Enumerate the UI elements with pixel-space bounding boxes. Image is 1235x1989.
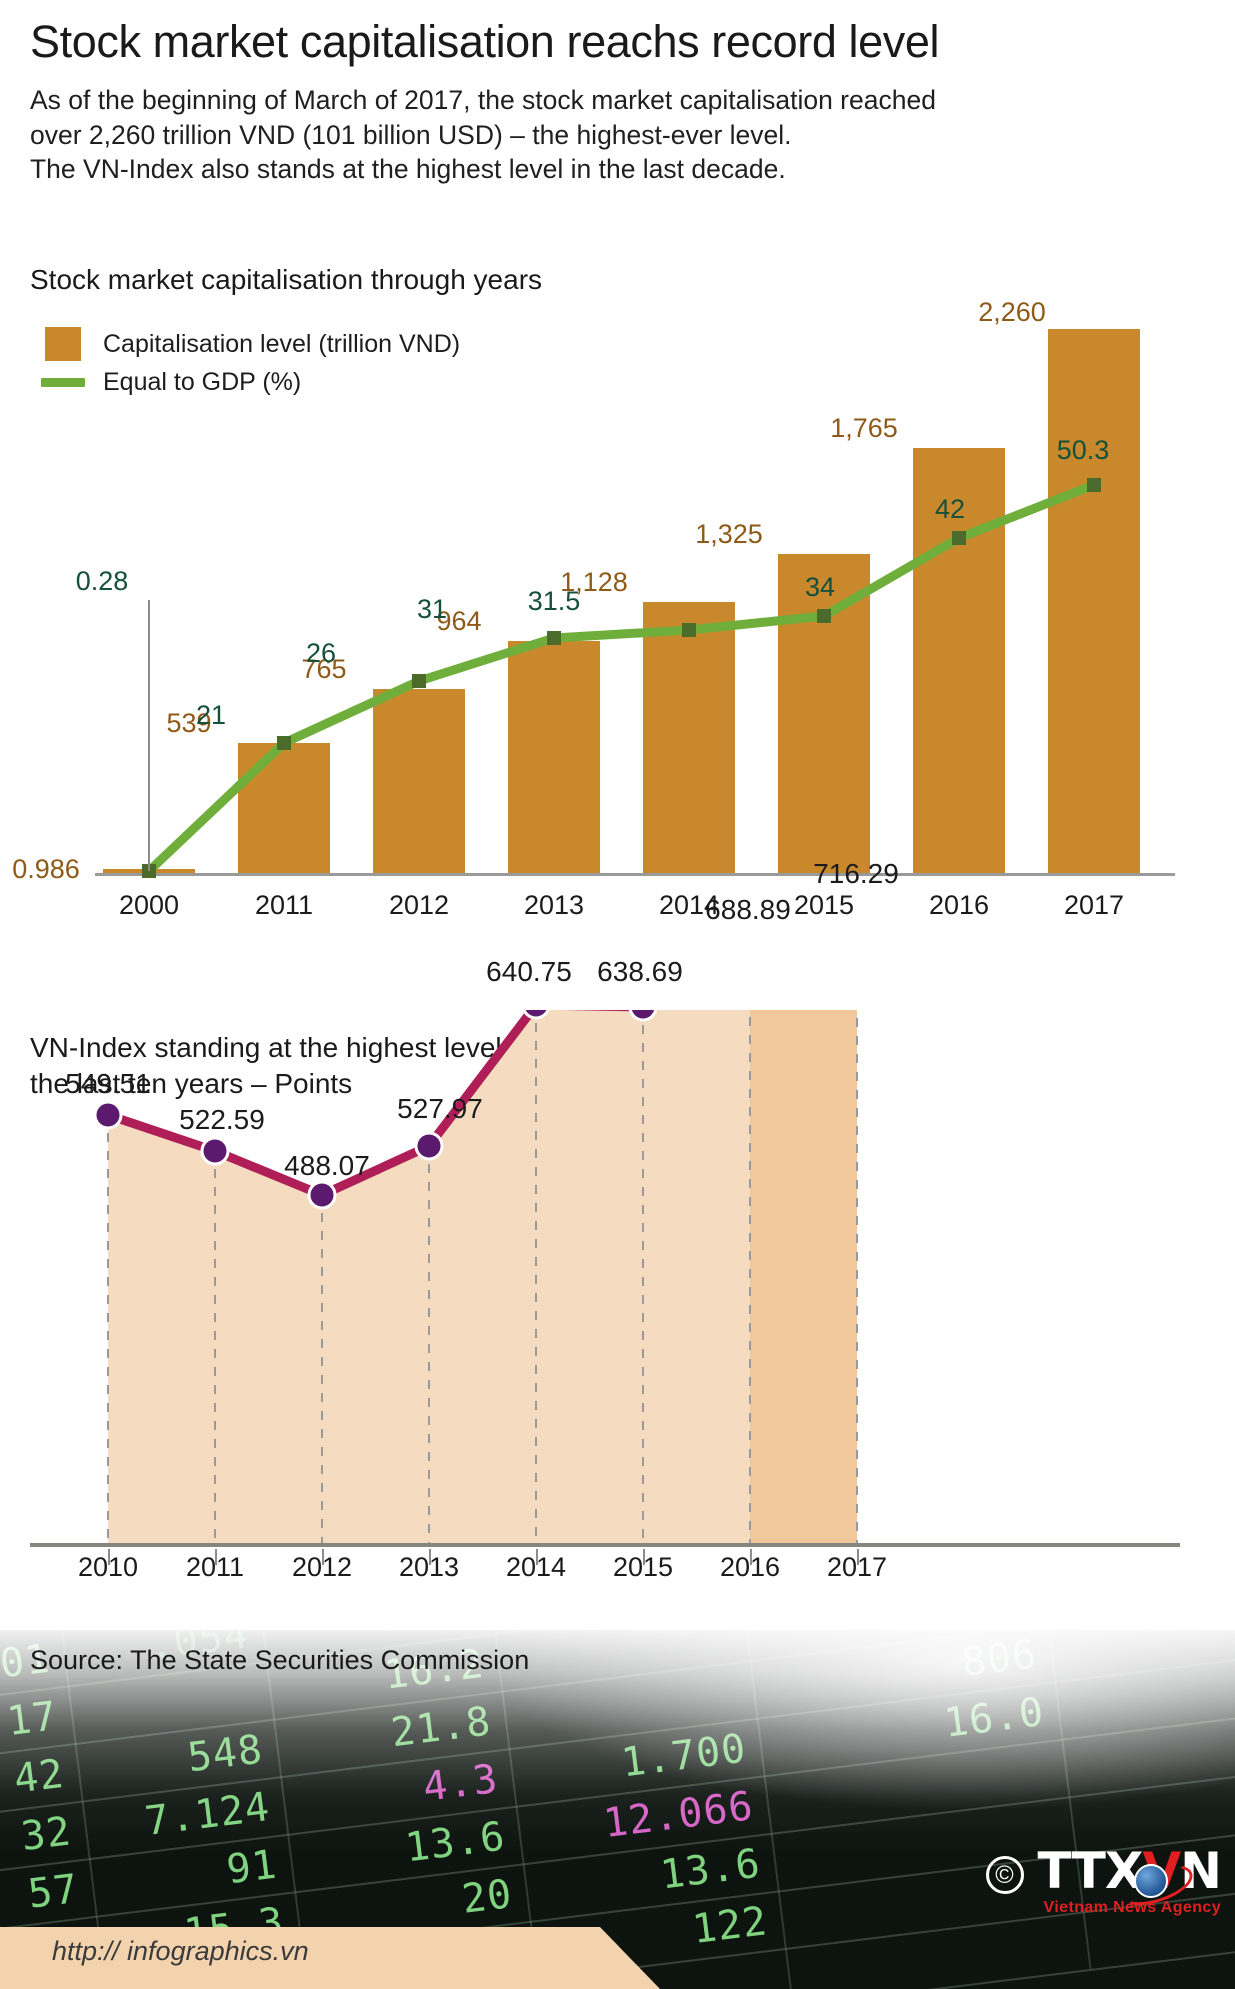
chart2-xtick-2015: 2015 [612,1552,674,1582]
chart1-xtick-2016: 2016 [928,890,990,920]
logo-tagline: Vietnam News Agency [1043,1899,1221,1916]
logo-ttx-text: TTX [1037,1842,1144,1900]
legend-line-swatch-icon [41,377,85,387]
bar-2000 [103,869,195,873]
header: Stock market capitalisation reachs recor… [30,18,1220,187]
site-url[interactable]: http:// infographics.vn [52,1936,309,1966]
chart1-bars [95,300,1175,873]
chart2-xtick-2016: 2016 [719,1552,781,1582]
chart2-xtick-2014: 2014 [505,1552,567,1582]
chart1-x-axis [95,873,1175,876]
chart2-tick-2012 [322,1549,324,1565]
vnindex-label-2015: 638.69 [597,956,683,987]
chart2-tick-2014 [536,1549,538,1565]
chart2-tick-2013 [429,1549,431,1565]
chart2-xtick-2013: 2013 [398,1552,460,1582]
page-title: Stock market capitalisation reachs recor… [30,16,940,67]
bar-label-2011: 539 [166,708,212,738]
bar-label-2013: 964 [436,606,482,636]
chart1-xtick-2013: 2013 [523,890,585,920]
chart2-area-line [93,1010,858,1543]
logo-wordmark: TTXVN Vietnam News Agency [1038,1846,1222,1917]
bar-label-2000: 0.986 [12,854,80,884]
bar-label-2017: 2,260 [978,297,1046,327]
chart2-xtick-2017: 2017 [826,1552,888,1582]
vnindex-chart: 549.51 522.59 488.07 527.97 640.75 638.6… [0,858,1235,1630]
gdp-label-2013: 31 [416,594,448,624]
chart2-heading-line-1: VN-Index standing at the highest level o… [30,1032,564,1063]
subtitle-line-1: As of the beginning of March of 2017, th… [30,85,936,116]
gdp-label-2011: 21 [195,700,227,730]
capitalisation-chart: 0.986 539 765 964 1,128 1,325 1,765 2,26… [0,297,1235,950]
gdp-label-2017: 50.3 [1056,435,1110,465]
chart1-xtick-2011: 2011 [254,890,314,920]
bar-label-2015: 1,325 [695,519,763,549]
chart1-xtick-2012: 2012 [388,890,450,920]
chart1-xtick-2014: 2014 [658,890,720,920]
chart2-tick-2015 [643,1549,645,1565]
chart2-x-axis [30,1543,1180,1547]
bar-label-2012: 765 [301,654,347,684]
chart2-tick-2011 [215,1549,217,1565]
logo-letters: TTXVN [1038,1846,1222,1896]
legend-item-gdp: Equal to GDP (%) [41,363,460,401]
subtitle-line-2: over 2,260 trillion VND (101 billion USD… [30,119,792,150]
chart1-xtick-2015: 2015 [793,890,855,920]
chart2-xtick-2011: 2011 [185,1552,245,1582]
bar-2014 [643,602,735,873]
vnindex-label-2016: 688.89 [705,894,791,925]
vnindex-label-2017: 716.29 [813,858,899,889]
gdp-label-2014: 31.5 [527,586,581,616]
globe-icon [1133,1864,1168,1898]
chart2-tick-2010 [108,1549,110,1565]
legend-bar-label: Capitalisation level (trillion VND) [103,329,461,358]
copyright-icon: © [985,1856,1024,1894]
vnindex-label-2011: 522.59 [179,1104,265,1135]
gdp-label-2015: 34 [804,572,836,602]
legend-line-label: Equal to GDP (%) [103,367,302,396]
stock-ticker-photo: 01 .054 14.0 11.894 17 16.2 13.0 42 [0,1630,1235,1989]
chart1-legend: Capitalisation level (trillion VND) Equa… [41,325,460,401]
logo-n-text: N [1180,1842,1222,1900]
url-banner [0,1927,660,1989]
bar-2017 [1048,329,1140,873]
chart2-heading: VN-Index standing at the highest level o… [30,1030,790,1102]
vnindex-label-2012: 488.07 [284,1150,370,1181]
bar-label-2016: 1,765 [830,413,898,443]
gdp-label-2016: 42 [934,494,966,524]
subtitle-line-3: The VN-Index also stands at the highest … [30,154,786,185]
page-subtitle: As of the beginning of March of 2017, th… [30,83,1220,186]
chart1-xtick-2000: 2000 [118,890,180,920]
gdp-label-2012: 26 [305,638,337,668]
chart2-xtick-2012: 2012 [291,1552,353,1582]
bar-label-2014: 1,128 [560,567,628,597]
vnindex-label-2013: 527.97 [397,1093,483,1124]
vnindex-label-2014: 640.75 [486,956,572,987]
bar-2011 [238,743,330,873]
legend-bar-swatch-icon [45,327,81,361]
chart2-tick-2016 [750,1549,752,1565]
bar-2012 [373,689,465,873]
gdp-label-2000: 0.28 [75,566,129,596]
ttxvn-logo: © TTXVN Vietnam News Agency [985,1846,1222,1917]
chart2-xtick-2010: 2010 [77,1552,139,1582]
bar-2013 [508,641,600,873]
chart1-heading: Stock market capitalisation through year… [30,264,543,295]
chart1-xtick-2017: 2017 [1063,890,1125,920]
legend-item-capitalisation: Capitalisation level (trillion VND) [45,325,460,363]
source-note: Source: The State Securities Commission [30,1645,530,1675]
chart2-heading-line-2: the last ten years – Points [30,1067,353,1099]
vnindex-label-2010: 549.51 [65,1068,151,1099]
chart2-tick-2017 [857,1549,859,1565]
